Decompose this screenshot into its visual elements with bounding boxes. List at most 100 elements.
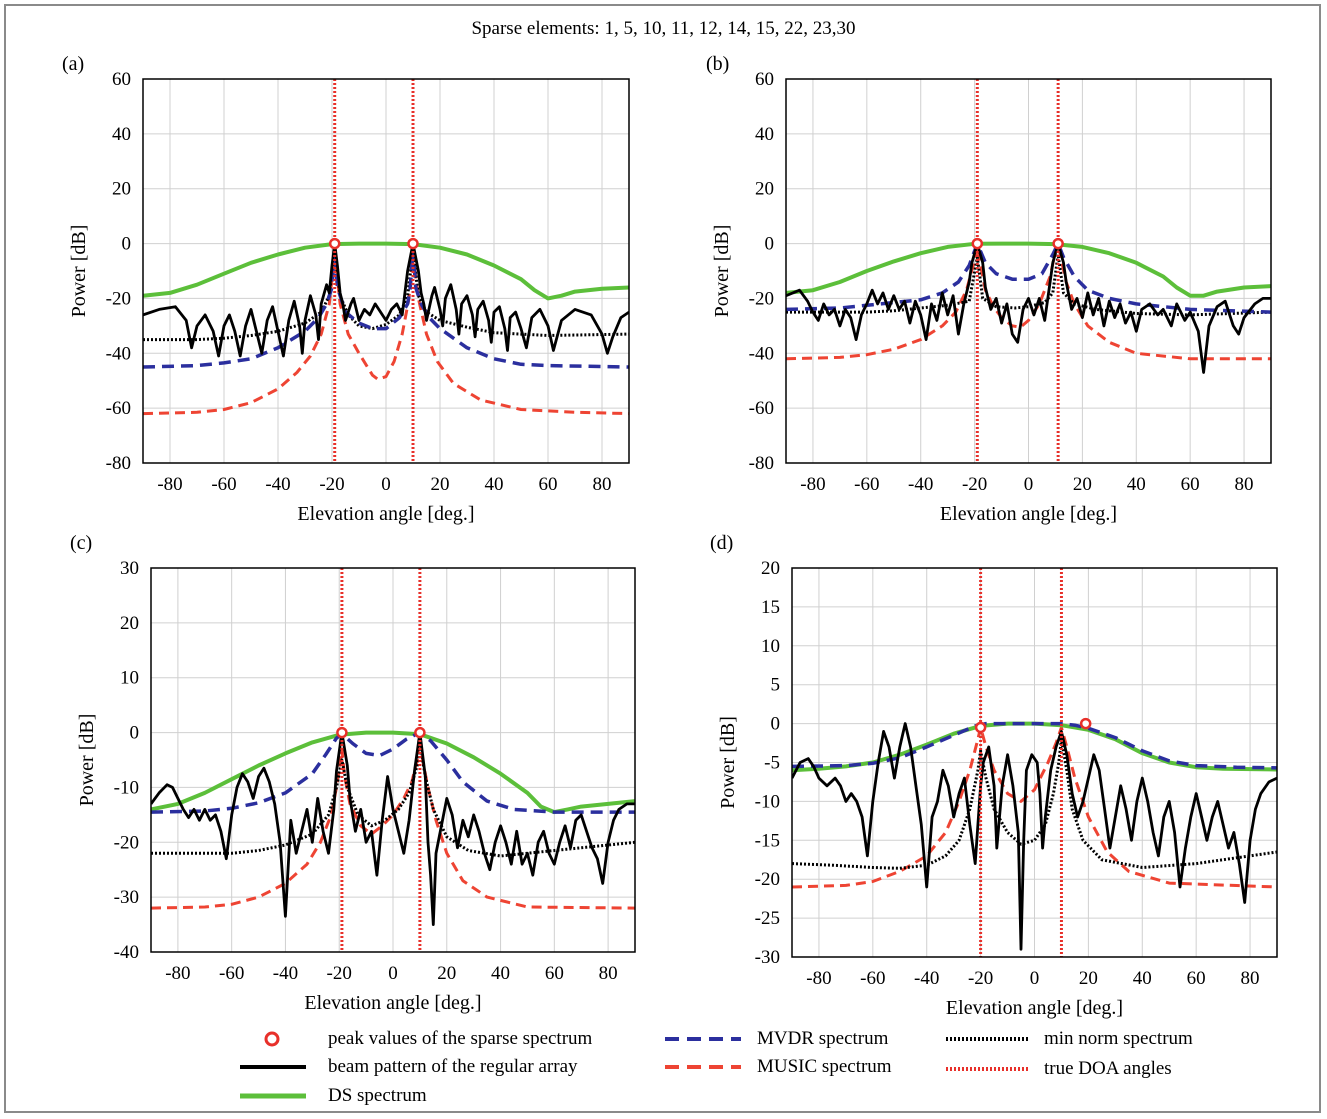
x-tick-label: 40: [491, 963, 510, 984]
y-tick-label: 0: [765, 234, 775, 255]
x-tick-label: 0: [1024, 474, 1034, 495]
legend-label-music: MUSIC spectrum: [757, 1056, 892, 1077]
legend-swatch-ds: [240, 1093, 306, 1099]
y-tick-label: 15: [761, 597, 780, 618]
plot-frame: [791, 567, 1278, 958]
x-tick-label: 0: [381, 474, 391, 495]
legend-label-mvdr: MVDR spectrum: [757, 1028, 889, 1049]
y-tick-label: -40: [114, 942, 139, 963]
series-music: [151, 736, 635, 910]
legend-label-ds: DS spectrum: [328, 1085, 427, 1106]
y-tick-label: 0: [130, 723, 140, 744]
legend-label-minnorm: min norm spectrum: [1044, 1028, 1193, 1049]
x-tick-label: 0: [388, 963, 398, 984]
x-tick-label: 40: [1127, 474, 1146, 495]
y-tick-label: -10: [114, 777, 139, 798]
panel-label: (b): [706, 53, 729, 75]
y-tick-label: -20: [106, 288, 131, 309]
x-tick-label: 80: [599, 963, 618, 984]
legend-swatch-doa: [946, 1067, 1028, 1071]
series-min-norm: [151, 742, 635, 858]
x-tick-label: -20: [968, 968, 993, 989]
x-tick-label: -40: [914, 968, 939, 989]
series-music: [143, 244, 629, 416]
x-tick-label: 60: [539, 474, 558, 495]
x-axis-label: Elevation angle [deg.]: [297, 503, 474, 525]
legend-label-beam: beam pattern of the regular array: [328, 1056, 578, 1077]
x-tick-label: -40: [273, 963, 298, 984]
peak-marker: [407, 237, 419, 250]
y-tick-label: -60: [749, 398, 774, 419]
y-axis-label: Power [dB]: [711, 225, 733, 318]
panel-c: -80 -60 -40 -20 0 20 40 60 80 -40 -30 -20 -10 0 10 20 30…: [70, 532, 636, 1014]
x-tick-label: 80: [593, 474, 612, 495]
series-beam-pattern: [151, 731, 635, 926]
y-tick-label: -20: [755, 869, 780, 890]
plot-frame: [142, 78, 630, 464]
y-axis-label: Power [dB]: [717, 716, 739, 809]
x-axis-label: Elevation angle [deg.]: [304, 992, 481, 1014]
x-tick-label: -40: [265, 474, 290, 495]
legend-label-peak: peak values of the sparse spectrum: [328, 1028, 593, 1049]
panel-d: -80 -60 -40 -20 0 20 40 60 80 -30 -25 -20 -15 -10 -5 0 5…: [710, 532, 1278, 1019]
panel-b: -80 -60 -40 -20 0 20 40 60 80 -80 -60 -40 -20 0 20 40 60…: [706, 53, 1272, 525]
y-tick-label: 0: [771, 714, 781, 735]
panel-label: (c): [70, 532, 92, 554]
legend-item-ds: DS spectrum: [240, 1085, 427, 1107]
x-tick-label: -80: [165, 963, 190, 984]
panel-a: -80 -60 -40 -20 0 20 40 60 80 -80 -60 -40 -20 0 20 40 60…: [62, 53, 630, 525]
legend-swatch-minnorm: [946, 1037, 1028, 1041]
x-tick-label: -40: [908, 474, 933, 495]
peak-marker: [328, 237, 341, 250]
x-tick-label: -60: [854, 474, 879, 495]
peak-marker: [414, 726, 426, 739]
x-tick-label: -80: [806, 968, 831, 989]
x-tick-label: 60: [545, 963, 564, 984]
y-axis-label: Power [dB]: [76, 714, 98, 807]
series-mvdr: [143, 247, 629, 369]
x-tick-label: -60: [211, 474, 236, 495]
series-group: [792, 568, 1277, 957]
series-beam-pattern: [792, 722, 1277, 951]
series-beam-pattern: [786, 242, 1271, 374]
legend-item-doa: true DOA angles: [946, 1058, 1172, 1080]
x-tick-label: 20: [437, 963, 456, 984]
x-tick-label: -20: [319, 474, 344, 495]
x-tick-label: 60: [1181, 474, 1200, 495]
legend-item-music: MUSIC spectrum: [665, 1056, 892, 1078]
series-beam-pattern: [143, 242, 629, 358]
x-tick-label: 60: [1187, 968, 1206, 989]
series-music: [786, 242, 1271, 361]
y-tick-label: 60: [755, 69, 774, 90]
legend-label-doa: true DOA angles: [1044, 1058, 1172, 1079]
series-min-norm: [786, 253, 1271, 317]
y-tick-label: 20: [112, 179, 131, 200]
x-tick-label: -20: [327, 963, 352, 984]
y-tick-label: -40: [749, 343, 774, 364]
legend-item-minnorm: min norm spectrum: [946, 1028, 1193, 1050]
x-tick-label: 20: [431, 474, 450, 495]
series-min-norm: [792, 737, 1277, 870]
x-tick-label: -80: [157, 474, 182, 495]
series-group: [151, 568, 635, 952]
x-tick-label: -80: [800, 474, 825, 495]
y-tick-label: 5: [771, 675, 781, 696]
y-tick-label: -30: [114, 887, 139, 908]
y-axis-label: Power [dB]: [68, 225, 90, 318]
y-tick-label: 20: [755, 179, 774, 200]
y-tick-label: 40: [112, 124, 131, 145]
x-axis-label: Elevation angle [deg.]: [946, 997, 1123, 1019]
y-tick-label: -80: [749, 453, 774, 474]
y-tick-label: -5: [764, 753, 780, 774]
panel-label: (a): [62, 53, 84, 75]
x-tick-label: 40: [485, 474, 504, 495]
legend-item-peak: peak values of the sparse spectrum: [262, 1028, 592, 1050]
panel-label: (d): [710, 532, 733, 554]
x-tick-label: 80: [1235, 474, 1254, 495]
legend-swatch-mvdr: [665, 1037, 741, 1041]
x-tick-label: 0: [1030, 968, 1040, 989]
y-tick-label: 10: [761, 636, 780, 657]
y-tick-label: 20: [120, 613, 139, 634]
